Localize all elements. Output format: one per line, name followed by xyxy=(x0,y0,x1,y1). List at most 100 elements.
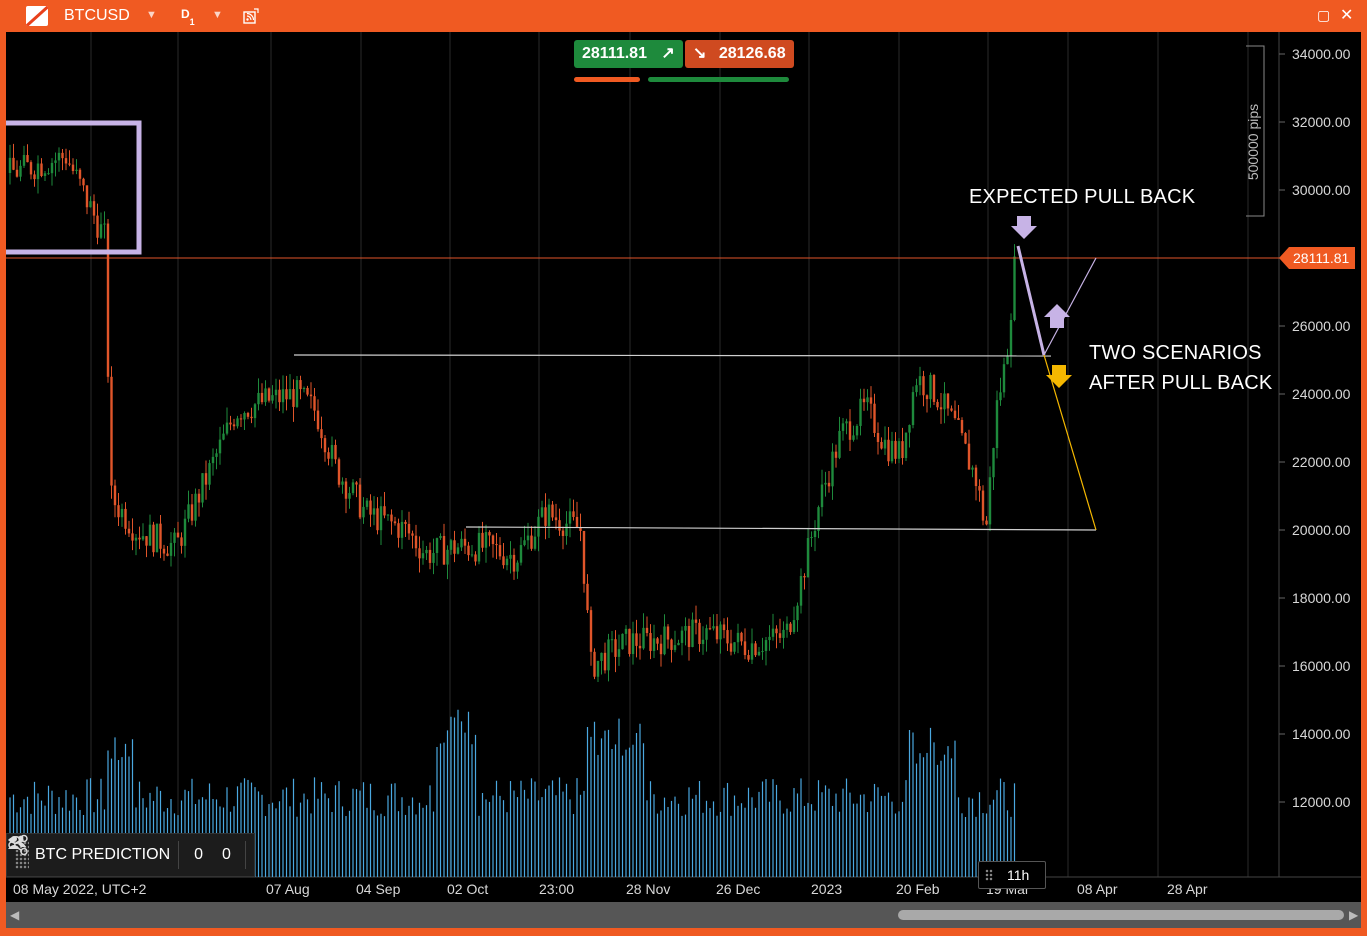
candle-body xyxy=(85,185,89,208)
candle-body xyxy=(113,485,117,506)
candle-body xyxy=(792,620,796,633)
chart-canvas[interactable] xyxy=(6,32,1361,902)
candle-body xyxy=(222,433,225,440)
candle-body xyxy=(152,524,155,553)
candle-body xyxy=(295,380,299,407)
candle-body xyxy=(820,484,824,508)
candle-body xyxy=(418,548,421,559)
candle-body xyxy=(768,636,771,641)
scroll-left-icon[interactable]: ◀ xyxy=(10,908,20,922)
price-chart[interactable]: 28111.81 ↗ ↘ 28126.68 500000 pips EXPECT… xyxy=(6,32,1361,902)
rss-icon[interactable] xyxy=(243,8,259,24)
candle-body xyxy=(358,484,362,518)
candle-body xyxy=(145,536,148,546)
candle-body xyxy=(386,514,390,516)
scroll-right-icon[interactable]: ▶ xyxy=(1349,908,1359,922)
candle-body xyxy=(582,530,586,584)
candle-body xyxy=(586,583,589,611)
candle-body xyxy=(876,432,880,442)
ask-depth-bar xyxy=(648,77,789,82)
drag-grip-icon[interactable] xyxy=(985,869,993,881)
candle-body xyxy=(691,619,694,647)
title-bar: BTCUSD ▼ D1 ▼ ▢ ✕ xyxy=(0,0,1367,32)
candle-body xyxy=(495,544,498,546)
candle-body xyxy=(911,392,915,426)
candle-body xyxy=(162,548,166,554)
caret-down-icon[interactable]: ▼ xyxy=(212,9,223,21)
candle-body xyxy=(61,152,64,159)
candle-body xyxy=(638,645,642,649)
candle-body xyxy=(327,452,330,459)
candle-body xyxy=(757,651,761,656)
candle-body xyxy=(414,535,418,549)
price-axis-label: 34000.00 xyxy=(1292,46,1351,62)
candle-body xyxy=(498,545,502,557)
candle-body xyxy=(845,421,848,424)
candle-body xyxy=(36,163,40,180)
time-axis-label: 04 Sep xyxy=(356,881,401,897)
candle-body xyxy=(337,459,341,485)
candle-body xyxy=(449,540,453,550)
bid-arrow-icon: ↗ xyxy=(661,45,675,62)
candle-body xyxy=(229,422,232,425)
candle-body xyxy=(747,655,750,660)
candle-body xyxy=(1009,319,1013,356)
time-axis-label: 2023 xyxy=(811,881,843,897)
symbol-selector[interactable]: BTCUSD xyxy=(64,7,130,24)
candle-body xyxy=(995,400,999,449)
annotation-scenarios-line1[interactable]: TWO SCENARIOS xyxy=(1089,342,1262,364)
measure-ruler[interactable]: 500000 pips xyxy=(1236,84,1266,214)
time-axis-label: 26 Dec xyxy=(716,881,761,897)
time-axis-label: 20 Feb xyxy=(896,881,940,897)
close-icon[interactable]: ✕ xyxy=(1340,7,1354,24)
candle-body xyxy=(859,398,862,426)
candle-body xyxy=(50,162,54,174)
candle-body xyxy=(897,441,901,459)
candle-body xyxy=(103,223,106,225)
share-icon[interactable] xyxy=(7,834,29,856)
candle-body xyxy=(274,389,278,396)
time-cursor-badge[interactable]: 11h xyxy=(978,861,1046,889)
candle-body xyxy=(799,576,803,606)
bid-button[interactable]: 28111.81 ↗ xyxy=(574,40,683,68)
candle-body xyxy=(645,627,649,633)
candle-body xyxy=(169,542,173,556)
maximize-icon[interactable]: ▢ xyxy=(1317,7,1331,23)
candle-body xyxy=(887,439,890,462)
bid-price: 28111.81 xyxy=(582,45,647,62)
candle-body xyxy=(519,545,523,563)
time-axis-label: 02 Oct xyxy=(447,881,489,897)
candle-body xyxy=(257,392,260,405)
arrow-up-icon xyxy=(1044,304,1070,328)
candle-body xyxy=(813,530,817,538)
candle-body xyxy=(477,532,481,562)
indicator-legend[interactable]: BTC PREDICTION 0 0 xyxy=(6,833,255,877)
annotation-scenarios-line2[interactable]: AFTER PULL BACK xyxy=(1089,372,1273,394)
caret-down-icon[interactable]: ▼ xyxy=(146,9,157,21)
candle-body xyxy=(568,511,572,524)
candle-body xyxy=(558,520,561,531)
price-axis-label: 14000.00 xyxy=(1292,726,1351,742)
candle-body xyxy=(201,473,204,503)
candle-body xyxy=(320,429,323,439)
candle-body xyxy=(932,374,936,402)
time-axis-label: 08 May 2022, UTC+2 xyxy=(13,881,147,897)
candle-body xyxy=(841,423,845,431)
candle-body xyxy=(729,643,733,652)
scrollbar-thumb[interactable] xyxy=(898,910,1344,920)
candle-body xyxy=(852,435,855,440)
candle-body xyxy=(22,155,26,166)
time-axis-label: 28 Nov xyxy=(626,881,671,897)
candle-body xyxy=(166,553,169,556)
candle-body xyxy=(782,629,785,638)
timeframe-selector[interactable]: D1 xyxy=(181,7,195,27)
candle-body xyxy=(488,532,491,536)
ask-button[interactable]: ↘ 28126.68 xyxy=(685,40,794,68)
annotation-expected-pullback[interactable]: EXPECTED PULL BACK xyxy=(969,186,1196,208)
bear-scenario-line xyxy=(1043,354,1097,531)
candle-body xyxy=(939,407,943,410)
candle-body xyxy=(883,439,887,449)
candle-body xyxy=(225,422,229,434)
candle-body xyxy=(894,440,897,459)
candle-body xyxy=(523,540,526,546)
